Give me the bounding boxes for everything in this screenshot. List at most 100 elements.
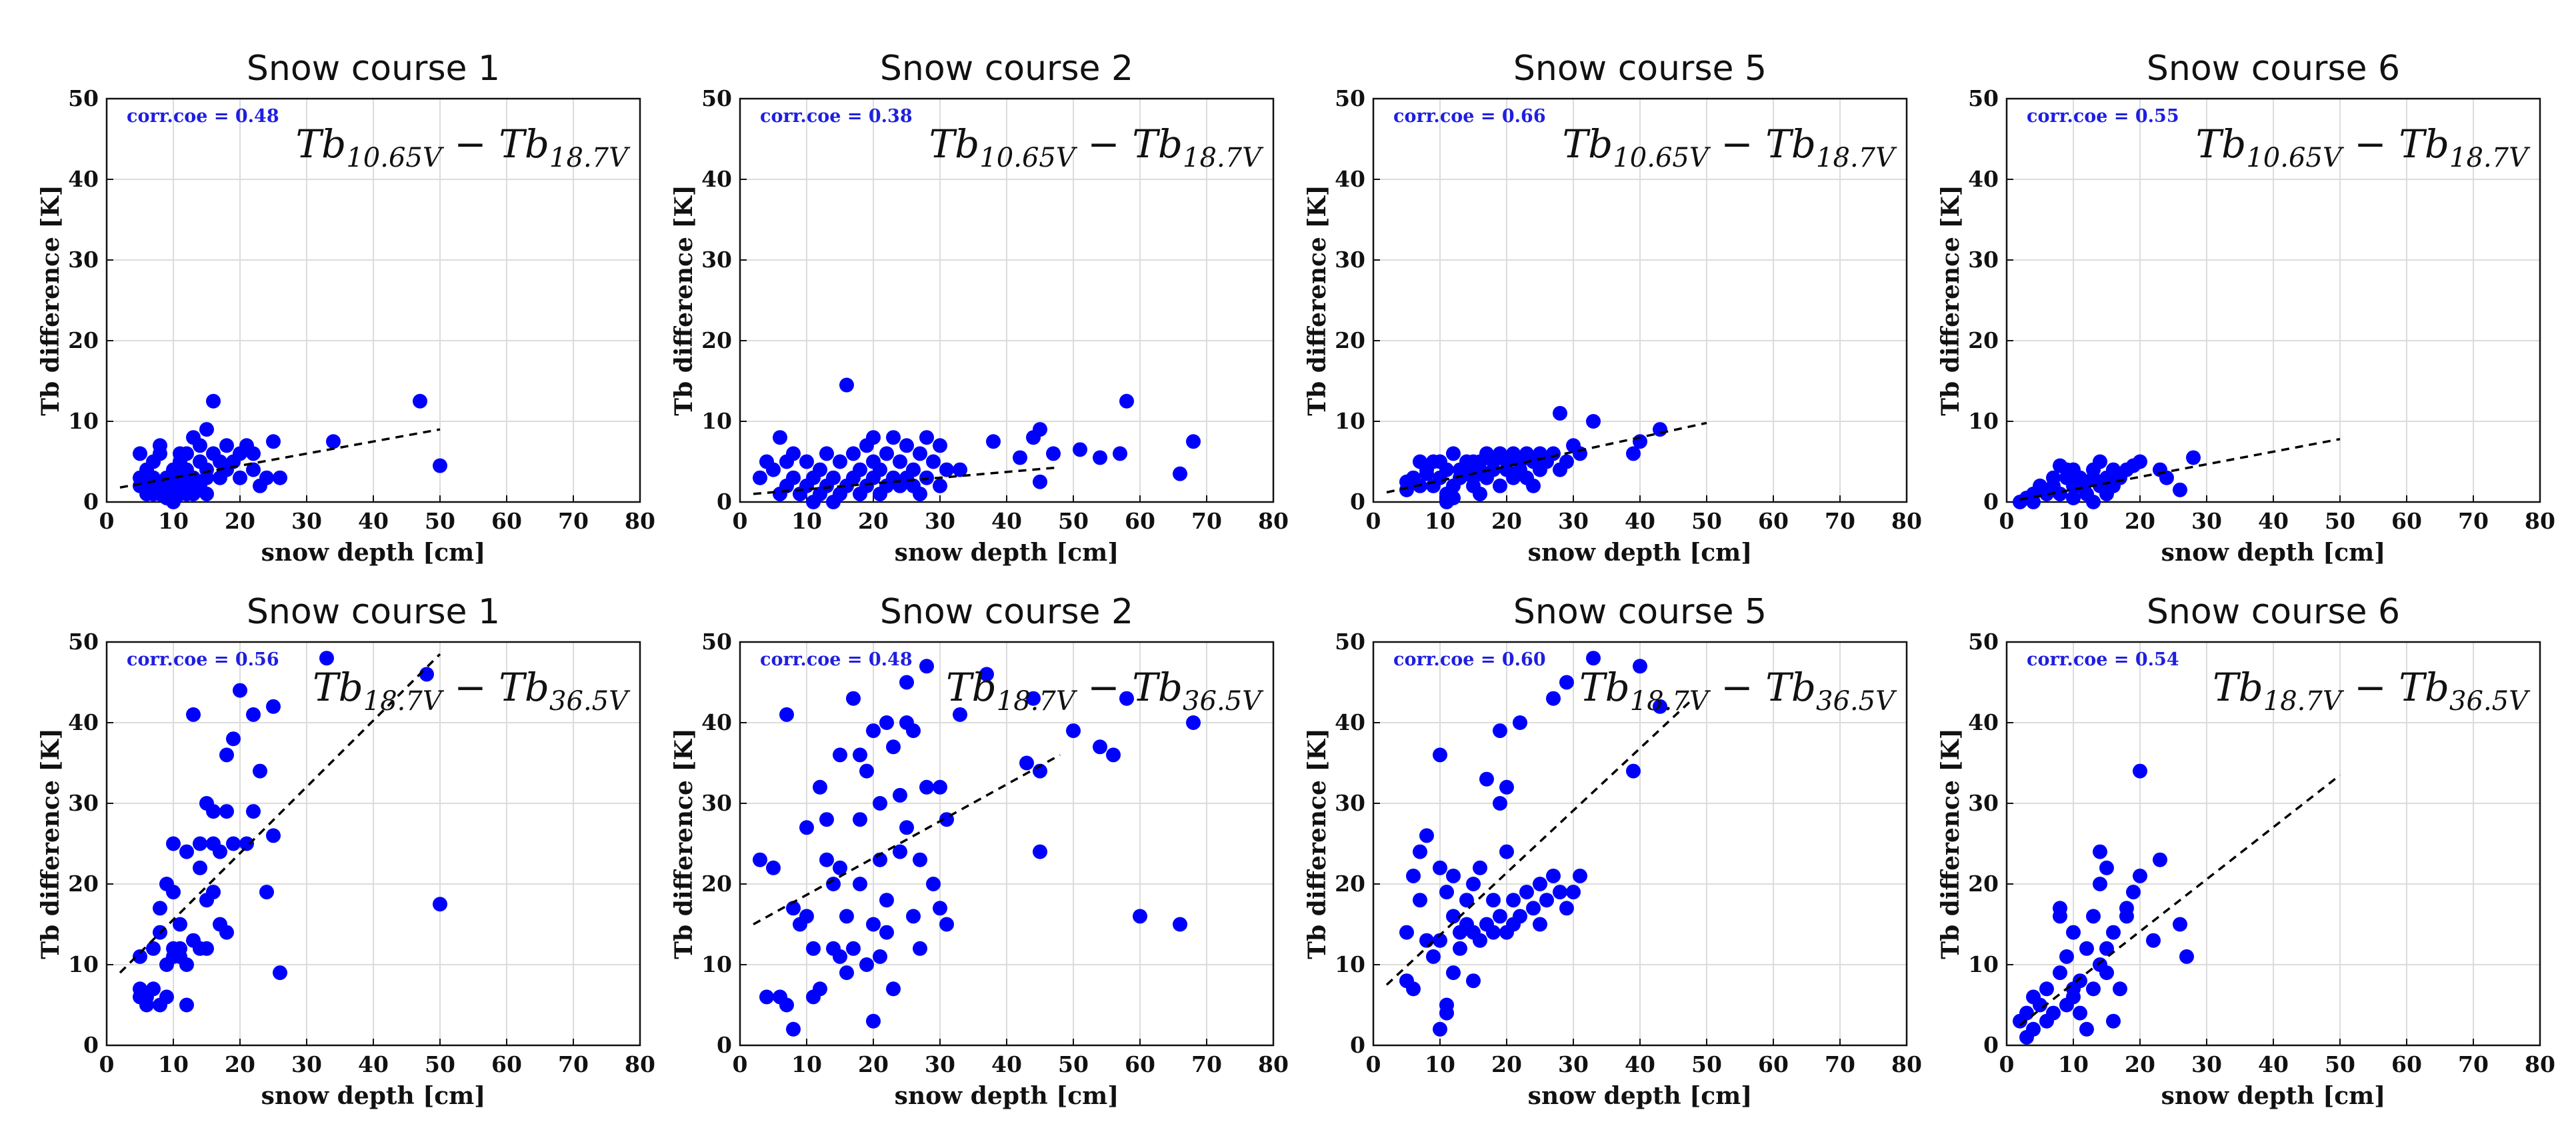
data-point [166, 885, 181, 900]
data-point [219, 925, 234, 940]
data-point [2086, 495, 2101, 509]
data-point [853, 812, 867, 827]
data-point [1573, 868, 1587, 883]
data-point [1626, 446, 1641, 461]
y-tick-label: 50 [68, 85, 99, 111]
data-point [2133, 763, 2147, 779]
data-point [179, 997, 194, 1013]
y-tick-label: 10 [1968, 951, 1999, 977]
data-point [186, 707, 201, 722]
x-tick-label: 50 [2325, 1051, 2355, 1077]
data-point [1426, 454, 1441, 469]
data-point [919, 779, 934, 795]
data-point [2186, 450, 2201, 465]
x-tick-label: 60 [1125, 1051, 1155, 1077]
x-tick-label: 50 [2325, 508, 2355, 534]
data-point [2046, 470, 2061, 485]
data-point [133, 446, 147, 461]
data-point [1493, 909, 1507, 924]
data-point [219, 804, 234, 819]
y-tick-label: 20 [68, 871, 99, 897]
x-tick-label: 10 [791, 1051, 822, 1077]
data-point [1426, 949, 1441, 964]
y-tick-label: 50 [1968, 629, 1999, 655]
data-point [1479, 771, 1494, 787]
x-tick-label: 60 [1758, 508, 1789, 534]
x-tick-label: 60 [491, 508, 522, 534]
channel-subscript: 10.65V [1613, 143, 1711, 173]
x-axis-label: snow depth [cm] [1528, 1082, 1753, 1110]
data-point [839, 965, 854, 981]
panel-title: Snow course 2 [880, 592, 1133, 632]
data-point [933, 901, 947, 916]
y-tick-label: 50 [701, 85, 732, 111]
x-tick-label: 40 [991, 508, 1022, 534]
data-point [1586, 651, 1601, 666]
channel-base: Tb [499, 121, 549, 167]
trend-line [2019, 774, 2341, 1027]
data-point [266, 699, 281, 714]
data-point [1519, 885, 1534, 900]
x-tick-label: 70 [2458, 1051, 2489, 1077]
x-tick-label: 60 [1125, 508, 1155, 534]
channel-base: Tb [1579, 665, 1630, 710]
data-point [2106, 1013, 2121, 1029]
data-point [2039, 981, 2054, 997]
data-point [226, 731, 241, 747]
data-point [913, 941, 927, 956]
data-point [1466, 973, 1481, 989]
y-tick-label: 20 [701, 327, 732, 353]
data-point [799, 820, 814, 835]
y-tick-label: 40 [1968, 166, 1999, 192]
data-point [2026, 1021, 2041, 1037]
data-point [939, 917, 954, 932]
x-tick-label: 60 [1758, 1051, 1789, 1077]
y-tick-label: 30 [1968, 247, 1999, 273]
x-tick-label: 20 [2125, 1051, 2155, 1077]
data-point [1399, 925, 1414, 940]
data-point [2173, 482, 2187, 497]
x-tick-label: 10 [158, 508, 189, 534]
scatter-panel: Snow course 6 0 10 20 30 40 50 60 70 80 0 10 20 30 40 5… [1937, 592, 2555, 1110]
data-point [219, 438, 234, 453]
data-point [873, 796, 887, 811]
x-tick-label: 40 [2258, 508, 2289, 534]
data-point [2133, 454, 2147, 469]
data-points [1399, 405, 1667, 509]
data-point [419, 667, 434, 682]
x-tick-label: 40 [2258, 1051, 2289, 1077]
data-point [2119, 901, 2134, 916]
y-tick-label: 10 [1335, 408, 1365, 434]
x-tick-label: 30 [2191, 508, 2222, 534]
channel-base: Tb [2399, 121, 2449, 167]
data-point [433, 458, 447, 473]
data-point [193, 836, 207, 851]
data-point [2086, 981, 2101, 997]
trend-line [753, 753, 1061, 926]
data-point [273, 965, 287, 981]
data-point [846, 691, 861, 706]
data-point [1586, 414, 1601, 429]
y-tick-label: 0 [717, 489, 732, 515]
panel-title: Snow course 6 [2147, 49, 2400, 89]
x-tick-label: 80 [1258, 1051, 1289, 1077]
channel-subscript: 10.65V [979, 143, 1078, 173]
data-point [139, 462, 154, 477]
data-point [859, 957, 874, 972]
data-point [926, 454, 941, 469]
data-point [1133, 909, 1147, 924]
data-point [1046, 446, 1061, 461]
data-point [2099, 860, 2114, 875]
y-axis-label: Tb difference [K] [37, 728, 65, 959]
x-tick-label: 80 [625, 1051, 655, 1077]
data-point [273, 470, 287, 485]
data-point [786, 446, 801, 461]
data-point [1566, 885, 1581, 900]
data-point [139, 997, 154, 1013]
data-point [1559, 454, 1574, 469]
corr-annotation: corr.coe = 0.48 [127, 106, 279, 127]
data-point [179, 957, 194, 972]
data-point [806, 941, 821, 956]
data-point [146, 941, 161, 956]
data-point [786, 901, 801, 916]
